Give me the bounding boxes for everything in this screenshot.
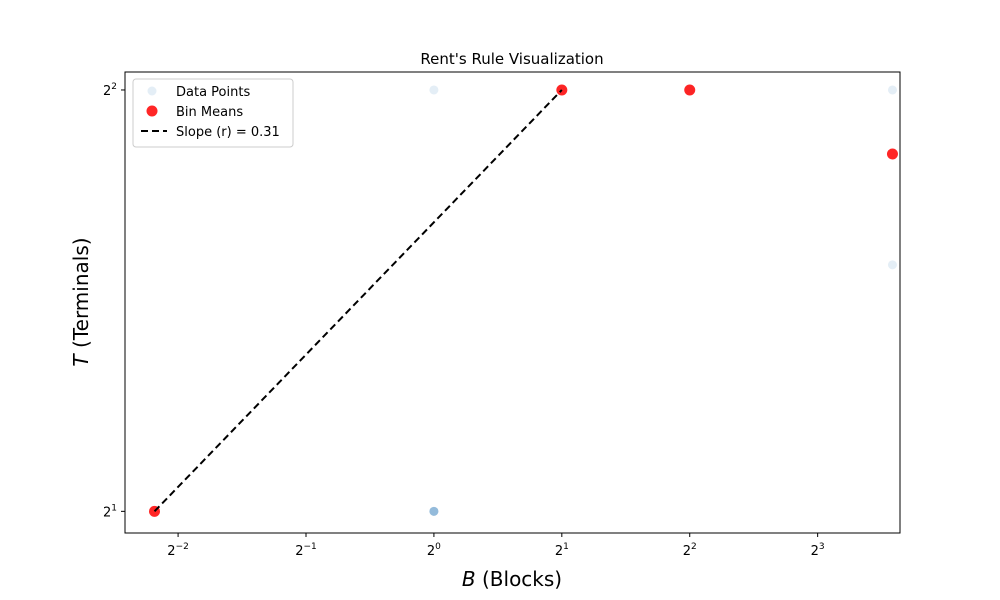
legend: Data Points Bin Means Slope (r) = 0.31 xyxy=(132,78,294,148)
x-axis: 2−2 2−1 20 21 22 23 xyxy=(167,533,825,559)
legend-dot-marker xyxy=(146,105,158,117)
data-point xyxy=(887,85,897,95)
data-point xyxy=(429,506,439,516)
x-tick-base: 2 xyxy=(295,544,303,559)
legend-dot-marker xyxy=(147,86,157,96)
legend-label: Data Points xyxy=(176,85,250,100)
legend-item: Slope (r) = 0.31 xyxy=(141,125,280,140)
x-axis-variable: B xyxy=(462,567,476,591)
x-tick-exponent: 0 xyxy=(435,542,441,552)
y-tick-base: 2 xyxy=(103,84,111,99)
legend-box xyxy=(132,78,294,148)
x-tick-label: 2−1 xyxy=(295,542,317,559)
x-axis-title-text: (Blocks) xyxy=(476,567,562,591)
y-tick-base: 2 xyxy=(103,505,111,520)
x-tick-exponent: −2 xyxy=(176,542,189,552)
data-point xyxy=(429,85,439,95)
data-point xyxy=(429,506,439,516)
series-layer xyxy=(148,84,898,517)
y-tick-exponent: 1 xyxy=(111,503,117,513)
y-axis-variable: T xyxy=(69,353,93,367)
x-tick-base: 2 xyxy=(683,544,691,559)
x-tick-label: 2−2 xyxy=(167,542,189,559)
plot-area xyxy=(125,72,900,533)
x-tick-label: 22 xyxy=(683,542,697,559)
x-tick-label: 23 xyxy=(811,542,825,559)
x-tick-exponent: 3 xyxy=(819,542,825,552)
data-point xyxy=(887,260,897,270)
y-axis-title: T (Terminals) xyxy=(69,237,93,366)
y-tick-exponent: 2 xyxy=(111,82,117,92)
legend-item: Bin Means xyxy=(146,105,243,120)
x-tick-exponent: 1 xyxy=(563,542,569,552)
x-tick-label: 21 xyxy=(555,542,569,559)
legend-item: Data Points xyxy=(147,85,250,100)
x-tick-label: 20 xyxy=(427,542,441,559)
x-tick-base: 2 xyxy=(427,544,435,559)
y-axis-title-text: (Terminals) xyxy=(69,237,93,354)
x-tick-exponent: 2 xyxy=(691,542,697,552)
legend-label: Bin Means xyxy=(176,105,243,120)
data-point xyxy=(429,506,439,516)
y-tick-label: 22 xyxy=(103,82,117,99)
x-tick-exponent: −1 xyxy=(303,542,316,552)
series-slope-r-0-31 xyxy=(153,89,563,513)
x-tick-base: 2 xyxy=(555,544,563,559)
bin-mean-point xyxy=(886,148,898,160)
x-tick-base: 2 xyxy=(167,544,175,559)
bin-mean-point xyxy=(684,84,696,96)
x-axis-title: B (Blocks) xyxy=(462,567,562,591)
data-point xyxy=(429,506,439,516)
chart-title: Rent's Rule Visualization xyxy=(420,50,603,68)
fit-line xyxy=(153,89,563,513)
plot-background xyxy=(125,72,900,533)
x-tick-base: 2 xyxy=(811,544,819,559)
plot-border xyxy=(124,71,901,534)
y-tick-label: 21 xyxy=(103,503,117,520)
legend-label: Slope (r) = 0.31 xyxy=(176,125,280,140)
data-point xyxy=(429,506,439,516)
